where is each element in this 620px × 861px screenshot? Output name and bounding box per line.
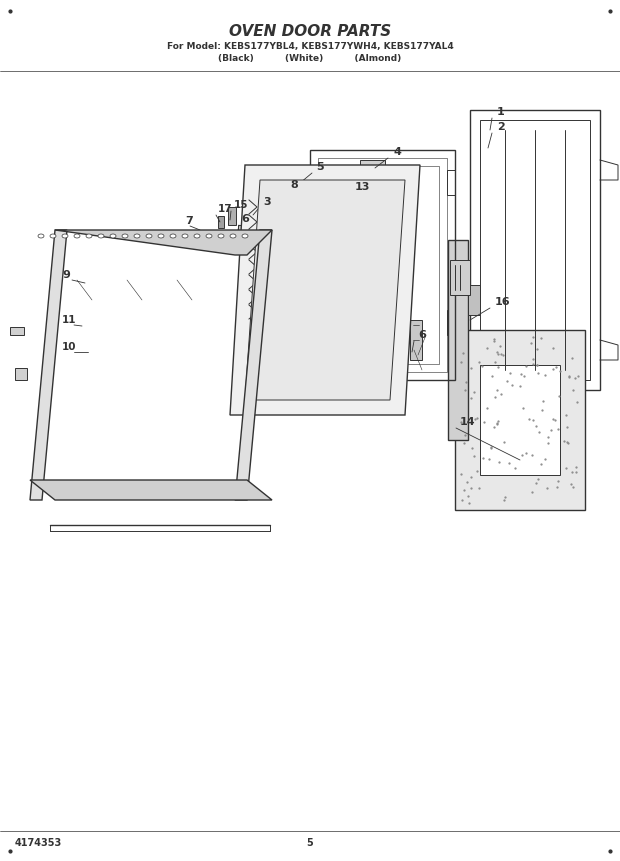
Bar	[218, 216, 224, 228]
Text: 11: 11	[62, 315, 76, 325]
Bar	[360, 160, 385, 175]
Text: 17: 17	[218, 204, 232, 214]
Text: 6: 6	[241, 214, 249, 224]
Ellipse shape	[50, 234, 56, 238]
Ellipse shape	[110, 234, 116, 238]
Polygon shape	[30, 480, 272, 500]
Bar	[310, 150, 455, 380]
Bar	[450, 260, 470, 295]
Bar	[455, 330, 585, 510]
Ellipse shape	[158, 234, 164, 238]
Text: 16: 16	[495, 297, 511, 307]
Text: 10: 10	[62, 342, 76, 352]
Bar	[15, 368, 27, 380]
Ellipse shape	[230, 234, 236, 238]
Text: 9: 9	[62, 270, 70, 280]
Text: OVEN DOOR PARTS: OVEN DOOR PARTS	[229, 23, 391, 39]
Ellipse shape	[86, 234, 92, 238]
Bar	[228, 207, 236, 225]
Text: For Model: KEBS177YBL4, KEBS177YWH4, KEBS177YAL4: For Model: KEBS177YBL4, KEBS177YWH4, KEB…	[167, 41, 453, 51]
Ellipse shape	[182, 234, 188, 238]
Bar	[447, 310, 455, 335]
Bar	[448, 240, 468, 440]
Ellipse shape	[134, 234, 140, 238]
Polygon shape	[30, 230, 67, 500]
Bar	[470, 110, 600, 390]
Text: 13: 13	[355, 182, 370, 192]
Text: 5: 5	[316, 162, 324, 172]
Ellipse shape	[62, 234, 68, 238]
Ellipse shape	[218, 234, 224, 238]
Text: 4174353: 4174353	[15, 838, 62, 848]
Ellipse shape	[170, 234, 176, 238]
Text: 2: 2	[497, 122, 505, 132]
Text: (Black)          (White)          (Almond): (Black) (White) (Almond)	[218, 53, 402, 63]
Bar	[468, 285, 480, 315]
Text: 6: 6	[418, 330, 426, 340]
Ellipse shape	[74, 234, 80, 238]
Text: 4: 4	[393, 147, 401, 157]
Text: 5: 5	[307, 838, 313, 848]
Bar	[480, 120, 590, 380]
Ellipse shape	[122, 234, 128, 238]
Bar	[447, 170, 455, 195]
Bar	[238, 225, 250, 240]
Ellipse shape	[242, 234, 248, 238]
Text: 1: 1	[497, 107, 505, 117]
Polygon shape	[235, 230, 272, 500]
Ellipse shape	[146, 234, 152, 238]
Bar	[326, 166, 439, 364]
Text: 7: 7	[185, 216, 193, 226]
Ellipse shape	[38, 234, 44, 238]
Polygon shape	[245, 180, 405, 400]
Polygon shape	[55, 230, 272, 255]
Bar	[410, 320, 422, 360]
Bar	[10, 327, 24, 335]
Ellipse shape	[194, 234, 200, 238]
Text: 3: 3	[263, 197, 270, 207]
Text: 14: 14	[460, 417, 476, 427]
Ellipse shape	[206, 234, 212, 238]
Bar	[480, 365, 560, 475]
Polygon shape	[230, 165, 420, 415]
Text: 8: 8	[290, 180, 298, 190]
Bar	[318, 158, 447, 372]
Text: 15: 15	[234, 200, 249, 210]
Ellipse shape	[98, 234, 104, 238]
